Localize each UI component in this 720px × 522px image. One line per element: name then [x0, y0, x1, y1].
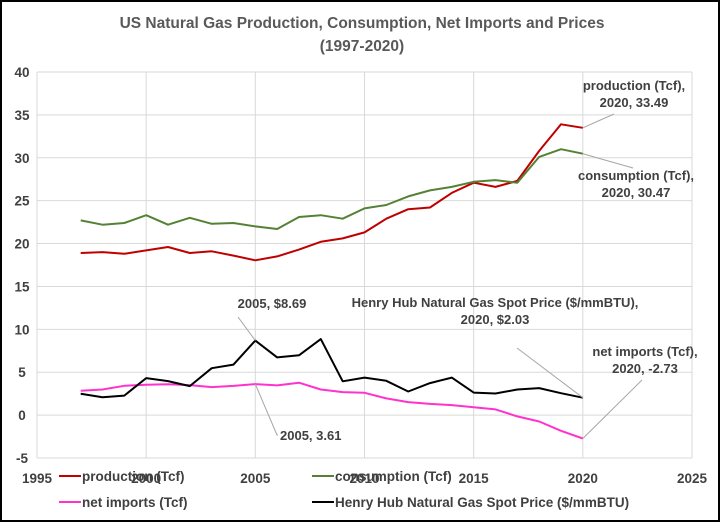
y-tick-label: 5: [18, 365, 26, 380]
x-axis-ticks: 1995 2000 2005 2010 2015 2020 2025: [22, 471, 708, 486]
annotation-label: 2020, $2.03: [461, 312, 530, 327]
legend-label: Henry Hub Natural Gas Spot Price ($/mmBT…: [335, 495, 629, 510]
annotation-leader: [582, 113, 615, 129]
series-line-2: [80, 148, 584, 230]
annotation-leader: [582, 379, 643, 439]
annotation-label: 2005, $8.69: [238, 296, 307, 311]
legend-item: Henry Hub Natural Gas Spot Price ($/mmBT…: [312, 495, 629, 510]
annotation-leader: [516, 347, 584, 399]
annotation-leader: [582, 153, 634, 169]
y-axis-ticks: -5 0 5 10 15 20 25 30 35 40: [14, 65, 30, 466]
series-line-1: [80, 123, 583, 262]
y-tick-label: 30: [14, 151, 29, 166]
y-tick-label: 25: [14, 194, 30, 209]
annotations: production (Tcf), 2020, 33.49 consumption …: [237, 78, 698, 443]
annotation-leader: [237, 316, 256, 341]
x-tick-label: 2010: [349, 471, 379, 486]
legend-label: production (Tcf): [82, 469, 184, 484]
x-tick-label: 2015: [459, 471, 490, 486]
legend-label: net imports (Tcf): [82, 495, 188, 510]
legend-item: production (Tcf): [59, 469, 184, 484]
annotation-label: 2020, -2.73: [612, 361, 678, 376]
y-tick-label: 10: [14, 322, 29, 337]
legend-item: net imports (Tcf): [59, 495, 188, 510]
annotation-label: 2005, 3.61: [280, 428, 341, 443]
series-line-4: [80, 338, 584, 399]
x-tick-label: 1995: [22, 471, 53, 486]
y-tick-label: 20: [14, 237, 29, 252]
annotation-leader: [254, 383, 278, 436]
y-tick-label: 35: [14, 108, 30, 123]
legend-item: consumption (Tcf): [312, 469, 452, 484]
y-tick-label: 15: [14, 279, 30, 294]
series-line-3: [80, 381, 584, 440]
legend: production (Tcf) consumption (Tcf) net imp…: [59, 469, 629, 510]
y-tick-label: 40: [14, 65, 29, 80]
annotation-label: 2020, 33.49: [600, 95, 669, 110]
x-tick-label: 2005: [240, 471, 271, 486]
annotation-label: Henry Hub Natural Gas Spot Price ($/mmBT…: [352, 295, 639, 310]
annotation-label: production (Tcf),: [583, 78, 685, 93]
annotation-label: net imports (Tcf),: [592, 344, 697, 359]
series-lines: [80, 123, 584, 440]
x-tick-label: 2020: [568, 471, 598, 486]
annotation-label: 2020, 30.47: [602, 185, 671, 200]
x-tick-label: 2000: [131, 471, 161, 486]
chart-title: US Natural Gas Production, Consumption, …: [120, 15, 605, 32]
y-tick-label: -5: [16, 451, 28, 466]
annotation-label: consumption (Tcf),: [578, 168, 694, 183]
gridlines: [36, 71, 693, 459]
x-tick-label: 2025: [677, 471, 708, 486]
y-tick-label: 0: [18, 408, 26, 423]
chart-subtitle: (1997-2020): [320, 38, 404, 55]
legend-label: consumption (Tcf): [335, 469, 452, 484]
